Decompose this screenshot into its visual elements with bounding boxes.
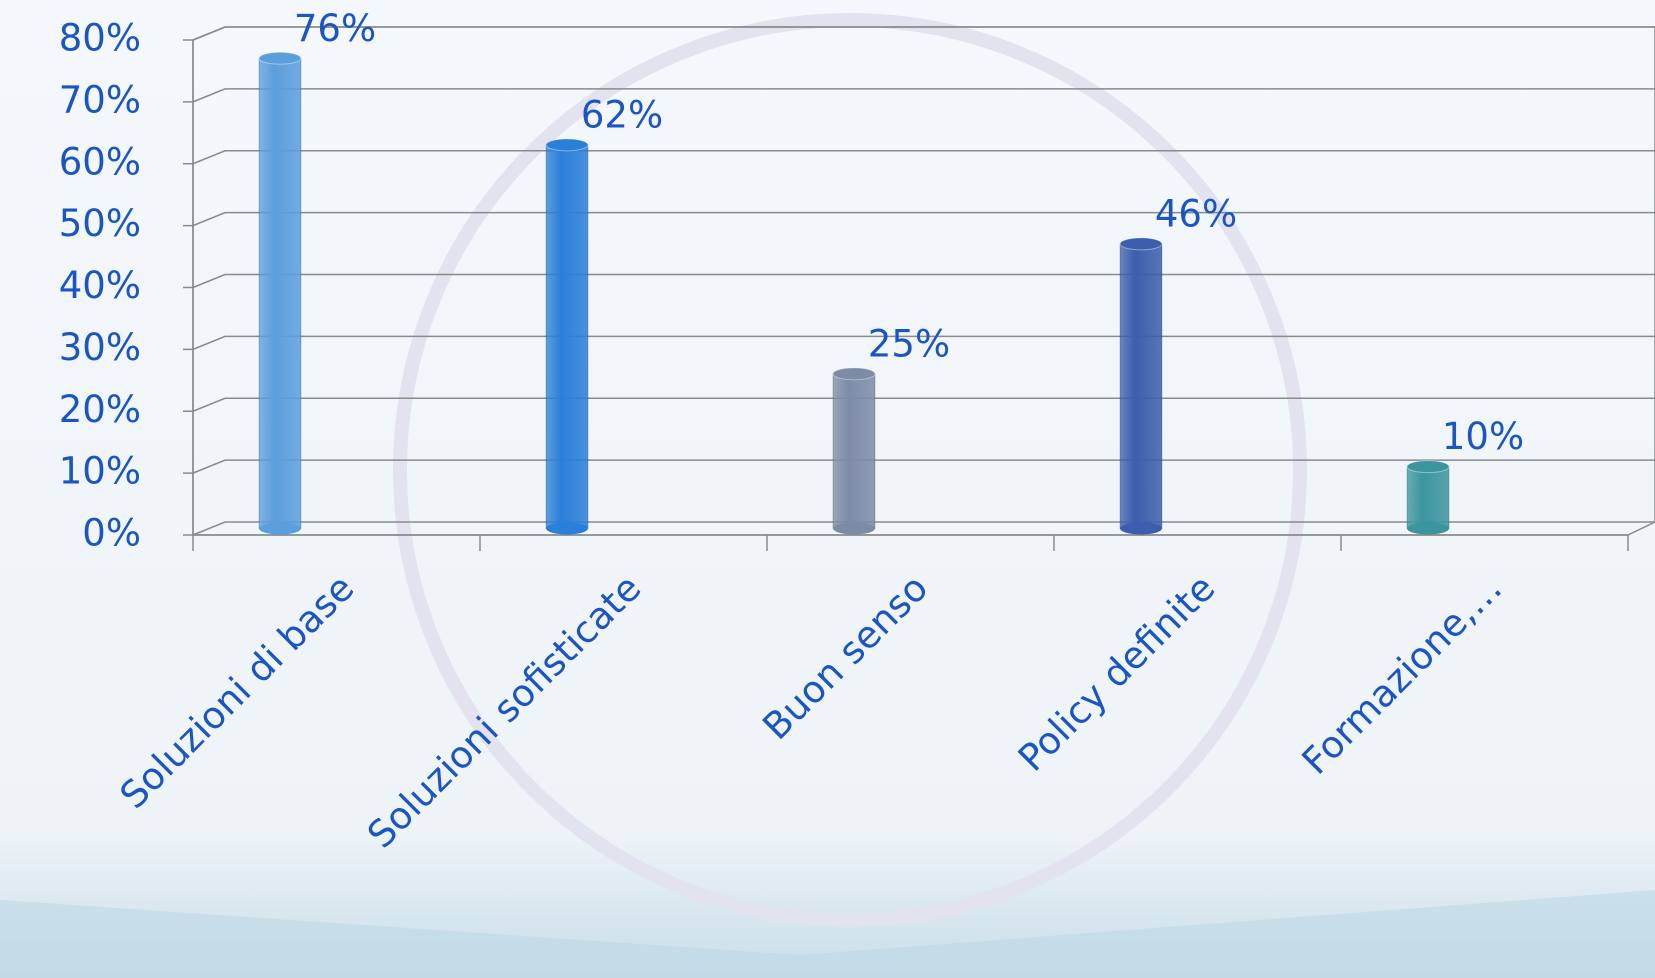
bar xyxy=(1406,466,1450,529)
bar xyxy=(258,57,302,529)
grid-line xyxy=(192,335,1655,351)
bar-base xyxy=(1120,522,1162,535)
y-tick-label: 30% xyxy=(59,326,141,369)
grid-line xyxy=(192,26,1655,41)
value-label: 62% xyxy=(581,93,663,136)
watermark xyxy=(393,13,1307,927)
bar xyxy=(545,144,589,529)
grid-line xyxy=(192,273,1655,289)
bar-top xyxy=(1119,237,1163,251)
y-tick-label: 80% xyxy=(59,17,141,60)
bar-top xyxy=(832,367,876,381)
bar-top xyxy=(258,51,302,65)
grid-line xyxy=(192,211,1655,227)
y-tick-label: 70% xyxy=(59,78,141,121)
grid-line xyxy=(192,88,1655,103)
value-label: 76% xyxy=(294,7,376,50)
y-tick-label: 10% xyxy=(59,450,141,493)
value-label: 10% xyxy=(1442,415,1524,458)
y-tick-label: 60% xyxy=(59,140,141,183)
y-tick-label: 40% xyxy=(59,264,141,307)
grid-line xyxy=(192,397,1655,412)
grid-line xyxy=(192,459,1655,474)
bar-top xyxy=(1406,460,1450,474)
bar-base xyxy=(1407,522,1449,535)
y-tick-label: 20% xyxy=(59,388,141,431)
grid-line xyxy=(192,150,1655,165)
bar-base xyxy=(259,522,301,535)
y-tick-label: 0% xyxy=(82,512,141,555)
grid-line xyxy=(192,521,1655,536)
y-tick-label: 50% xyxy=(59,202,141,245)
bar-top xyxy=(545,138,589,152)
bar xyxy=(832,373,876,529)
value-label: 46% xyxy=(1155,192,1237,235)
value-label: 25% xyxy=(868,322,950,365)
bar-base xyxy=(546,522,588,535)
decor-band xyxy=(0,890,1655,978)
bar-base xyxy=(833,522,875,535)
bar xyxy=(1119,243,1163,529)
